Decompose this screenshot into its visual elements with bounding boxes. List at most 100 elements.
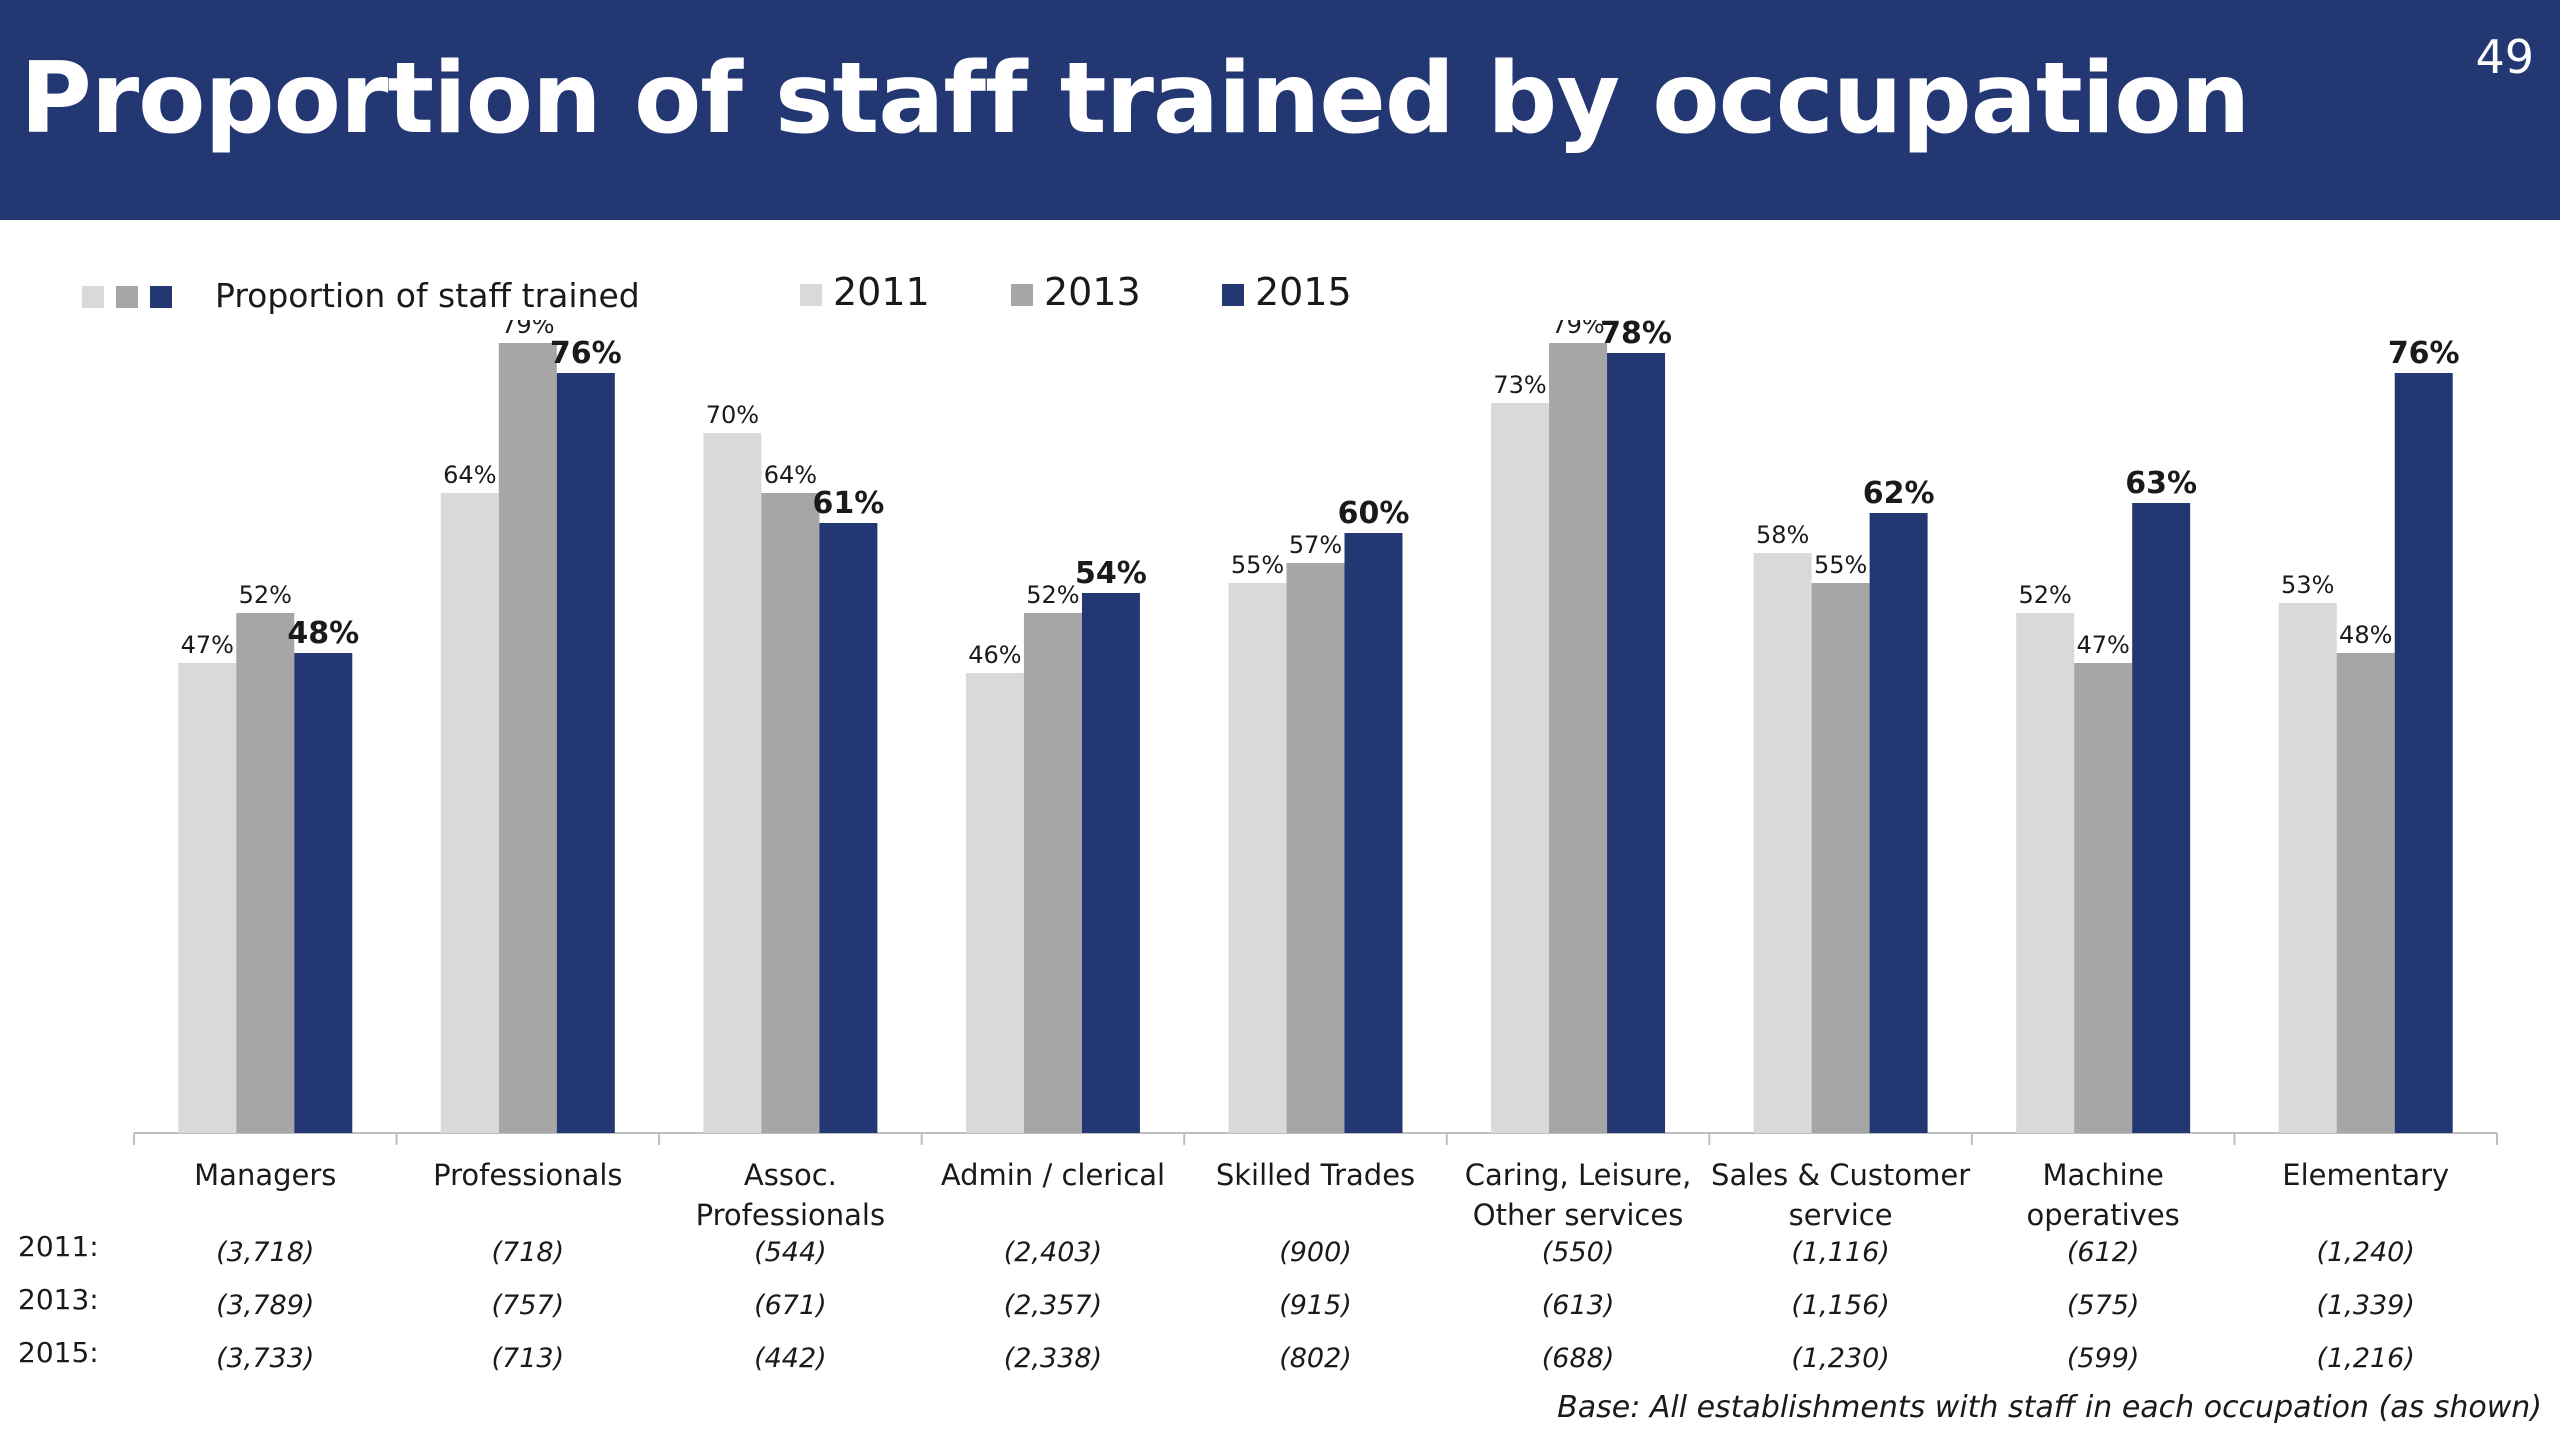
data-label-2011: 46% [968,641,1021,669]
bar-2015 [2394,373,2453,1133]
legend-swatch-2015-small [150,286,172,308]
data-label-2015: 63% [2125,466,2197,501]
data-label-2013: 48% [2339,621,2392,649]
bar-2015 [1869,513,1928,1133]
base-count: (900) [1279,1237,1352,1268]
bar-2015 [1081,593,1140,1133]
category-label: Admin / clerical [941,1158,1165,1192]
base-count: (2,338) [1004,1343,1102,1374]
legend-swatch-2011 [800,284,822,306]
bar-2013 [761,493,820,1133]
data-label-2013: 79% [1551,320,1604,339]
bar-2011 [178,663,237,1133]
data-label-2015: 60% [1338,496,1410,531]
base-count: (612) [2067,1237,2140,1268]
data-label-2015: 76% [2388,336,2460,371]
data-label-2011: 64% [443,461,496,489]
bar-chart: 47%52%48%Managers(3,718)(3,789)(3,733)64… [133,320,2498,1374]
legend-swatch-2011-small [82,286,104,308]
bar-2011 [965,673,1024,1133]
bar-2013 [1549,343,1608,1133]
data-label-2011: 52% [2018,581,2071,609]
category-label: Caring, Leisure, [1465,1158,1692,1192]
category-label: Other services [1473,1198,1684,1232]
base-count: (1,230) [1791,1343,1889,1374]
bar-2011 [2016,613,2075,1133]
bar-2011 [440,493,499,1133]
base-count: (1,339) [2317,1290,2415,1321]
legend: Proportion of staff trained 2011 2013 20… [0,262,2560,322]
bar-2013 [1023,613,1082,1133]
bar-2011 [703,433,762,1133]
category-label: Machine [2042,1158,2163,1192]
base-row-label-2015: 2015: [18,1336,99,1369]
base-count: (544) [754,1237,827,1268]
bar-2013 [2074,663,2133,1133]
legend-swatch-2013-small [116,286,138,308]
data-label-2013: 64% [764,461,817,489]
legend-swatch-2015 [1222,284,1244,306]
base-count: (442) [754,1343,827,1374]
legend-label: Proportion of staff trained [215,276,640,315]
category-label: Elementary [2282,1158,2449,1192]
base-row-label-2013: 2013: [18,1283,99,1316]
base-count: (915) [1279,1290,1352,1321]
bar-2011 [1753,553,1812,1133]
bar-2011 [1491,403,1550,1133]
data-label-2011: 73% [1493,371,1546,399]
base-count: (3,789) [216,1290,314,1321]
bar-2013 [236,613,295,1133]
data-label-2013: 57% [1289,531,1342,559]
base-count: (1,240) [2317,1237,2415,1268]
category-label: operatives [2027,1198,2180,1232]
base-row-label-2011: 2011: [18,1230,99,1263]
page-title: Proportion of staff trained by occupatio… [20,42,2250,156]
base-count: (802) [1279,1343,1352,1374]
base-count: (688) [1542,1343,1615,1374]
bar-2013 [1811,583,1870,1133]
legend-year-2011: 2011 [833,270,930,314]
base-count: (1,216) [2317,1343,2415,1374]
base-count: (757) [492,1290,565,1321]
data-label-2015: 76% [550,336,622,371]
category-label: Assoc. [744,1158,837,1192]
data-label-2013: 55% [1814,551,1867,579]
data-label-2015: 54% [1075,556,1147,591]
category-label: Skilled Trades [1216,1158,1415,1192]
category-label: service [1789,1198,1893,1232]
bar-2015 [556,373,615,1133]
page-number: 49 [2475,30,2534,84]
bar-2015 [819,523,878,1133]
base-count: (613) [1542,1290,1615,1321]
bar-2015 [294,653,353,1133]
bar-2015 [2132,503,2191,1133]
data-label-2011: 70% [706,401,759,429]
bar-2013 [2336,653,2395,1133]
legend-year-2013: 2013 [1044,270,1141,314]
category-label: Professionals [696,1198,885,1232]
category-label: Managers [194,1158,336,1192]
data-label-2011: 55% [1231,551,1284,579]
data-label-2013: 52% [239,581,292,609]
data-label-2013: 52% [1026,581,1079,609]
base-count: (2,403) [1004,1237,1102,1268]
bar-2013 [498,343,557,1133]
bar-2015 [1344,533,1403,1133]
base-count: (1,156) [1791,1290,1889,1321]
data-label-2015: 61% [812,486,884,521]
title-bar: Proportion of staff trained by occupatio… [0,0,2560,220]
bar-2013 [1286,563,1345,1133]
base-count: (3,733) [216,1343,314,1374]
data-label-2015: 78% [1600,320,1672,351]
category-label: Professionals [433,1158,622,1192]
data-label-2013: 79% [501,320,554,339]
base-count: (713) [492,1343,565,1374]
base-count: (3,718) [216,1237,314,1268]
data-label-2013: 47% [2076,631,2129,659]
bar-2011 [1228,583,1287,1133]
data-label-2015: 62% [1863,476,1935,511]
base-count: (1,116) [1791,1237,1889,1268]
base-count: (550) [1542,1237,1615,1268]
base-footnote: Base: All establishments with staff in e… [1557,1390,2542,1425]
base-count: (718) [492,1237,565,1268]
